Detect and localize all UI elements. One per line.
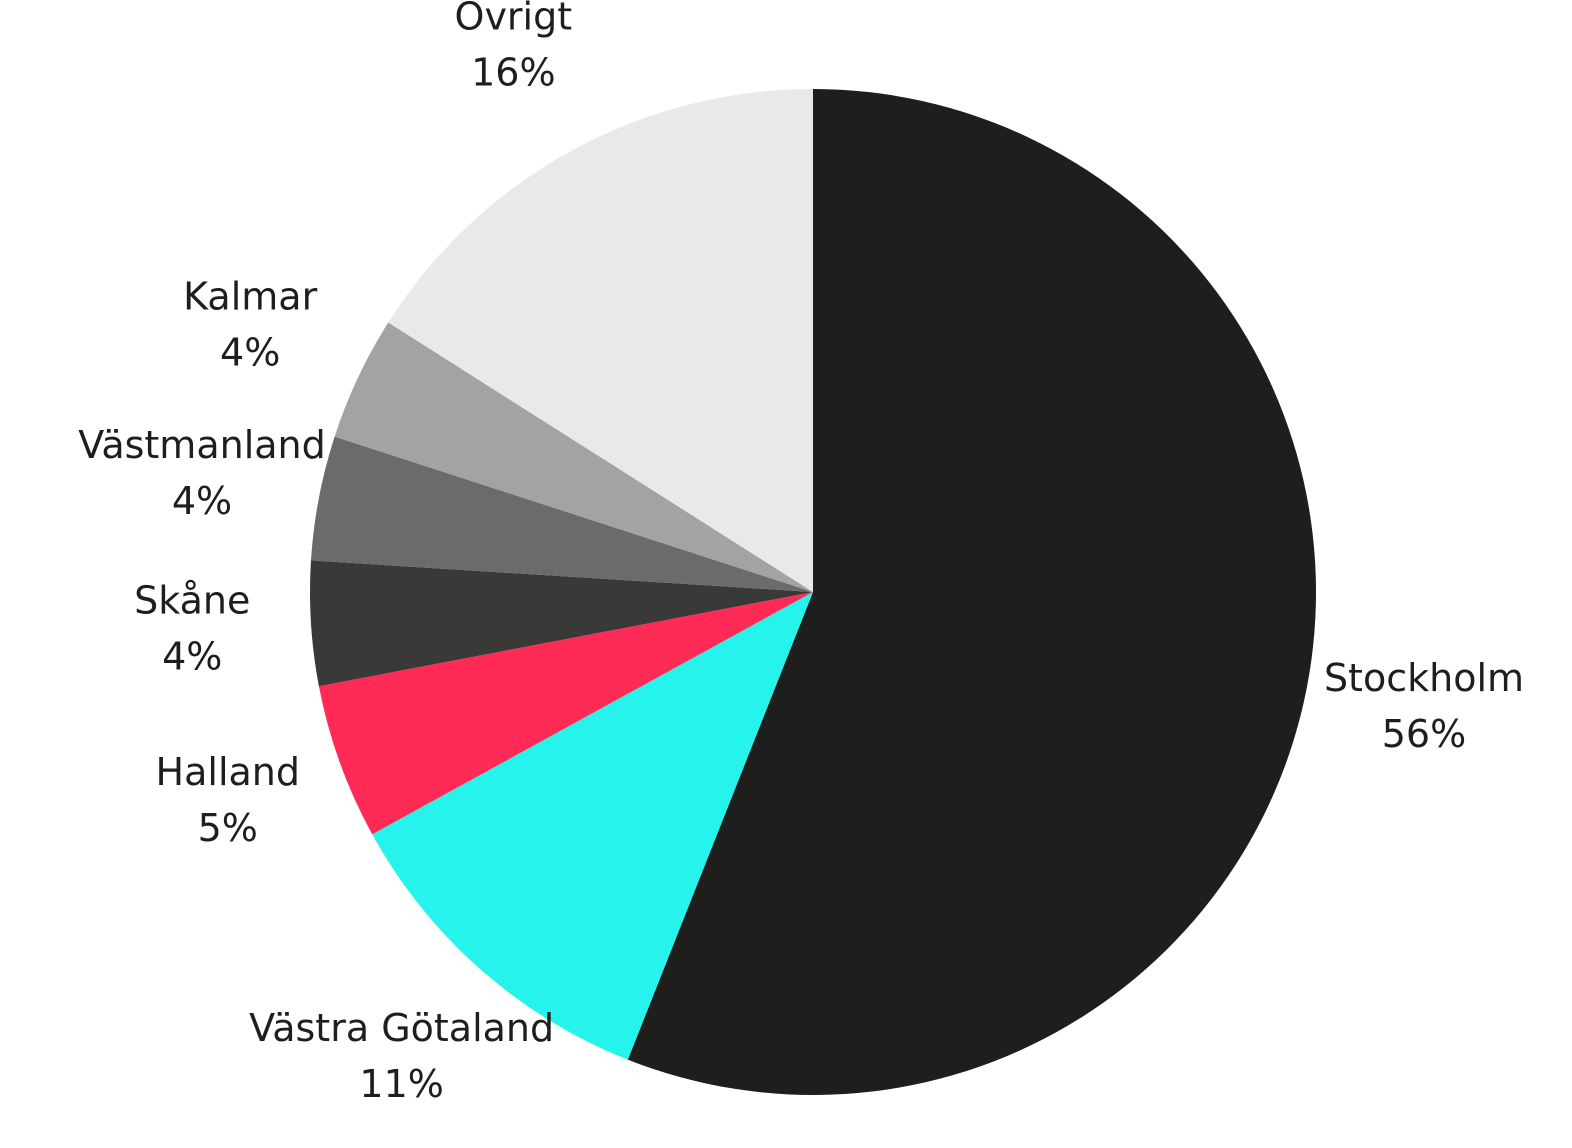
slice-label: Västra Götaland [249, 1006, 554, 1050]
slice-label: Stockholm [1324, 656, 1524, 700]
slice-label: Västmanland [78, 423, 325, 467]
pie-slice [627, 89, 1316, 1095]
slice-value-label: 4% [172, 479, 232, 523]
slice-value-label: 16% [471, 50, 555, 94]
slice-value-label: 5% [198, 806, 258, 850]
slice-value-label: 4% [162, 635, 222, 679]
slice-label: Övrigt [455, 0, 573, 38]
pie-slice [372, 592, 813, 1060]
slice-value-label: 56% [1382, 712, 1466, 756]
slice-label: Skåne [134, 579, 250, 623]
slice-label: Kalmar [183, 275, 317, 319]
slice-value-label: 11% [359, 1062, 443, 1106]
pie-slice [318, 592, 813, 835]
slice-value-label: 4% [220, 331, 280, 375]
pie-slice [388, 89, 813, 592]
pie-slice [334, 322, 813, 592]
pie-slice [310, 436, 813, 592]
slice-label: Halland [156, 750, 300, 794]
pie-slice [309, 560, 813, 687]
